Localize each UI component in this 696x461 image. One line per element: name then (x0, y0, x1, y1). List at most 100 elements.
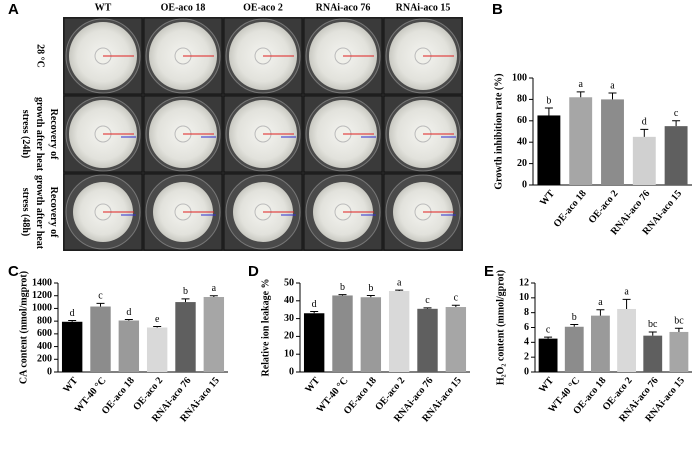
bar (360, 297, 382, 372)
error-bar (310, 310, 319, 314)
y-tick-label: 10 (519, 292, 529, 303)
significance-letter: c (454, 293, 459, 304)
panel-label: A (8, 1, 19, 18)
significance-letter: a (212, 283, 217, 294)
bar (203, 296, 225, 372)
column-header: RNAi-aco 15 (396, 2, 451, 13)
error-bar (622, 298, 631, 309)
significance-letter: a (624, 287, 629, 298)
error-bar (640, 128, 649, 137)
y-axis-label: CA content (nmol/mgprot) (18, 271, 29, 384)
significance-letter: d (70, 308, 75, 319)
x-tick-label: WT (538, 188, 557, 208)
bar (417, 308, 438, 372)
bar (564, 326, 584, 372)
significance-letter: d (126, 307, 131, 318)
bar (632, 136, 656, 185)
column-header: OE-aco 18 (161, 2, 206, 13)
y-tick-label: 8 (524, 307, 529, 318)
bar (601, 99, 624, 185)
significance-letter: d (642, 117, 647, 128)
error-bar (451, 304, 460, 308)
error-bar (544, 107, 553, 116)
y-tick-label: 0 (289, 366, 294, 377)
error-bar (544, 336, 553, 339)
significance-letter: a (578, 79, 583, 90)
row-label: Recovery of growth after heat stress (24… (20, 96, 59, 172)
significance-letter: d (312, 299, 317, 310)
significance-letter: b (572, 312, 577, 323)
significance-letter: a (598, 297, 603, 308)
x-tick-label: WT (537, 375, 556, 395)
row-label: Recovery of growth after heat stress (48… (20, 174, 59, 250)
error-bar (570, 324, 579, 327)
y-tick-label: 4 (524, 337, 529, 348)
y-tick-label: 2 (524, 351, 529, 362)
bar (175, 302, 196, 372)
y-tick-label: 1200 (32, 290, 52, 301)
y-tick-label: 1400 (32, 277, 52, 288)
y-tick-label: 0 (47, 366, 52, 377)
y-tick-label: 200 (37, 354, 52, 365)
y-tick-label: 60 (517, 115, 527, 126)
panel-label: C (8, 263, 19, 280)
significance-letter: c (674, 108, 679, 119)
bar (118, 320, 140, 372)
error-bar (96, 302, 105, 307)
error-bar (672, 120, 681, 127)
y-tick-label: 1000 (32, 303, 52, 314)
significance-letter: c (425, 295, 430, 306)
error-bar (423, 307, 432, 309)
column-header: WT (95, 2, 112, 13)
bar (617, 308, 637, 372)
significance-letter: b (183, 286, 188, 297)
error-bar (608, 92, 617, 100)
error-bar (68, 320, 77, 322)
panel-label: B (492, 1, 503, 18)
y-tick-label: 30 (284, 313, 294, 324)
panel-label: E (484, 263, 494, 280)
significance-letter: c (546, 324, 551, 335)
bar (590, 315, 610, 372)
significance-letter: a (397, 277, 402, 288)
y-tick-label: 0 (522, 179, 527, 190)
y-axis-label: H₂O₂ content (mmol/gprot) (495, 270, 506, 385)
y-tick-label: 40 (517, 136, 527, 147)
error-bar (181, 298, 190, 303)
significance-letter: c (98, 291, 103, 302)
y-tick-label: 800 (37, 315, 52, 326)
error-bar (338, 294, 347, 296)
panel-label: D (248, 263, 259, 280)
y-tick-label: 12 (519, 277, 529, 288)
column-header: RNAi-aco 76 (316, 2, 371, 13)
x-tick-label: WT (61, 375, 80, 395)
row-label-box: Recovery of growth after heat stress (24… (20, 96, 59, 172)
bar (332, 295, 353, 372)
y-tick-label: 0 (524, 366, 529, 377)
column-header: OE-aco 2 (243, 2, 283, 13)
error-bar (576, 91, 585, 98)
bar (61, 321, 83, 372)
bar (569, 97, 593, 185)
x-tick-label: OE-aco 2 (587, 188, 621, 225)
y-tick-label: 100 (512, 72, 527, 83)
error-bar (648, 331, 657, 336)
y-tick-label: 80 (517, 94, 527, 105)
y-tick-label: 20 (284, 331, 294, 342)
y-tick-label: 40 (284, 295, 294, 306)
bar (669, 331, 689, 372)
bar (538, 338, 558, 372)
bar (664, 126, 688, 185)
bar (303, 313, 325, 372)
error-bar (153, 326, 162, 328)
significance-letter: bc (648, 319, 658, 330)
bar (643, 335, 663, 372)
x-tick-label: OE-aco 18 (552, 188, 589, 229)
x-tick-label: WT (303, 375, 322, 395)
y-tick-label: 50 (284, 277, 294, 288)
error-bar (596, 309, 605, 316)
error-bar (674, 327, 683, 332)
significance-letter: b (368, 283, 373, 294)
significance-letter: a (610, 80, 615, 91)
